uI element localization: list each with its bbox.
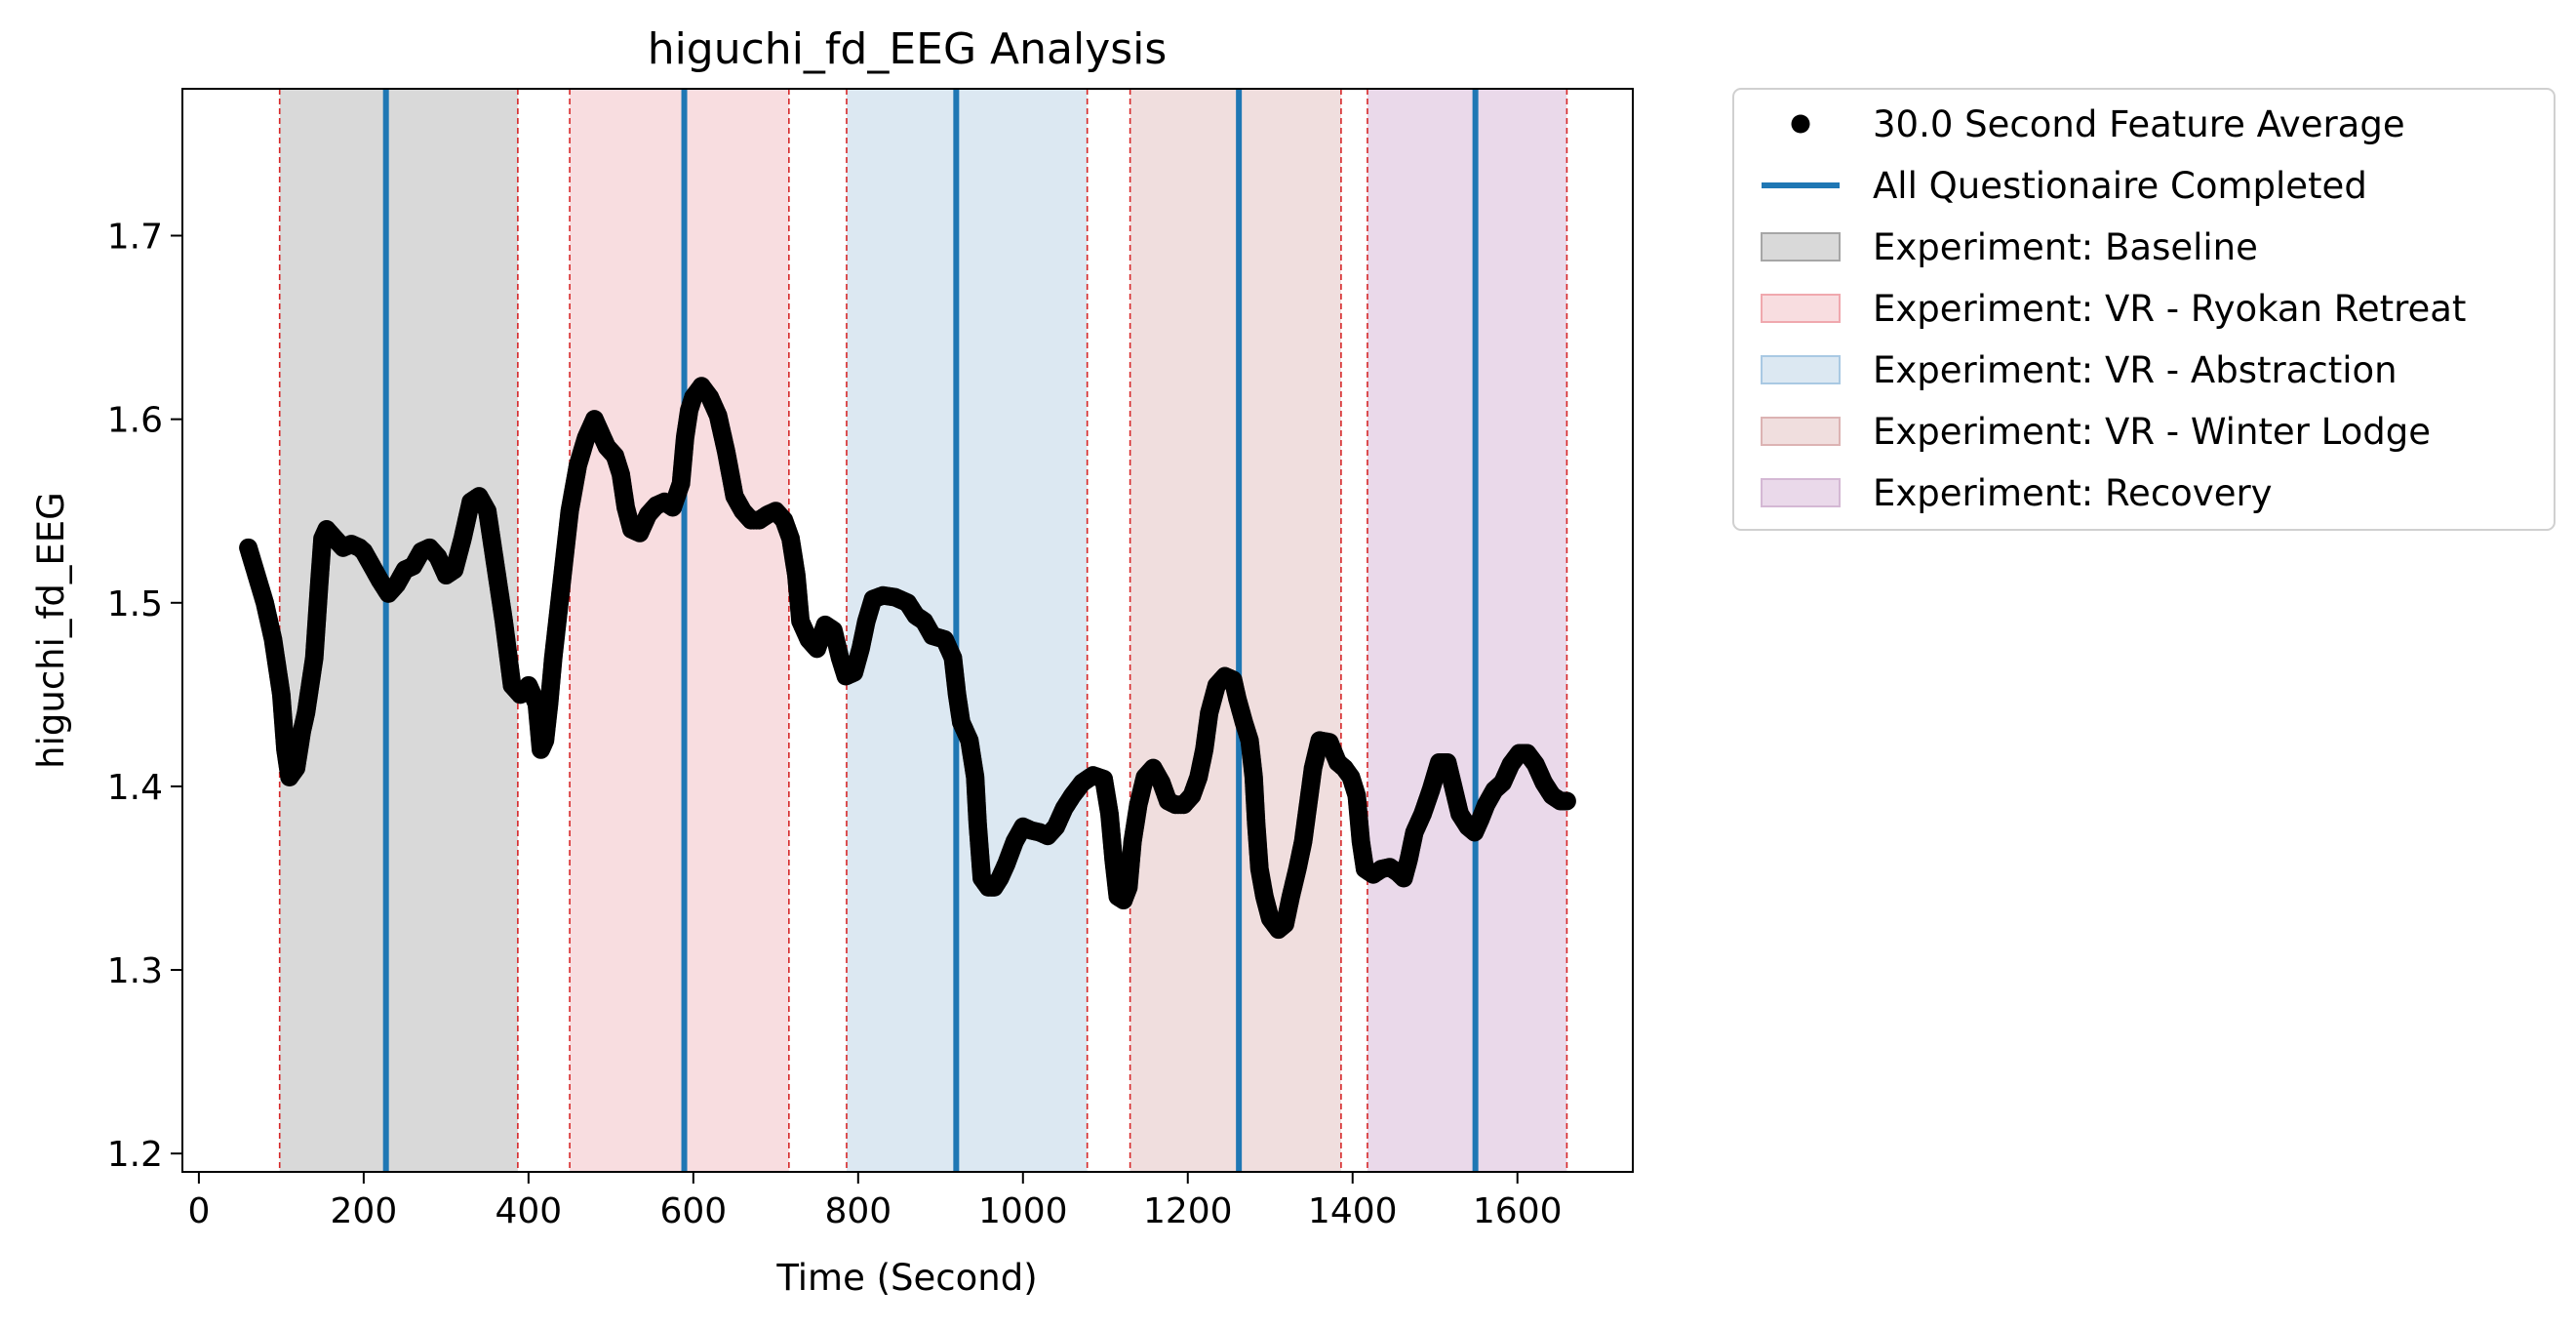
legend-marker-patch [1761,355,1841,384]
x-axis-ticks: 0 200 400 600 800 1000 1200 1400 1600 [187,1172,1563,1231]
y-tick-label-5: 1.7 [107,218,163,258]
legend-item-0: 30.0 Second Feature Average [1791,103,2405,145]
phase-boundary-lines [278,89,1568,1172]
legend-marker-patch [1761,294,1841,323]
plot-frame [181,88,1634,1173]
experiment-span-2 [846,89,1088,1172]
legend-item-6: Experiment: Recovery [1761,472,2273,514]
legend-label: Experiment: VR - Abstraction [1873,349,2398,391]
legend-item-1: All Questionaire Completed [1762,165,2367,207]
y-axis-ticks: 1.2 1.3 1.4 1.5 1.6 1.7 [107,218,182,1175]
legend-label: 30.0 Second Feature Average [1873,103,2405,145]
x-tick-label-8: 1600 [1473,1191,1563,1231]
x-tick-label-2: 400 [495,1191,562,1231]
questionnaire-lines [382,89,1479,1172]
legend-label: Experiment: VR - Winter Lodge [1873,411,2431,453]
legend-marker-point [1791,114,1810,134]
x-tick-label-6: 1200 [1143,1191,1233,1231]
legend-label: All Questionaire Completed [1873,165,2367,207]
data-point-189 [1557,791,1576,811]
plot-area [181,88,1634,1173]
legend-item-4: Experiment: VR - Abstraction [1761,349,2398,391]
legend-item-5: Experiment: VR - Winter Lodge [1761,411,2431,453]
x-axis-label: Time (Second) [775,1257,1037,1299]
y-axis-label: higuchi_fd_EEG [30,492,72,769]
chart-title: higuchi_fd_EEG Analysis [648,24,1168,74]
legend-marker-patch [1761,417,1841,446]
experiment-span-3 [1129,89,1341,1172]
y-tick-label-2: 1.4 [107,768,163,808]
legend-label: Experiment: VR - Ryokan Retreat [1873,288,2466,330]
legend-item-3: Experiment: VR - Ryokan Retreat [1761,288,2466,330]
data-points [239,377,1576,940]
y-tick-label-1: 1.3 [107,951,163,991]
legend-frame [1732,88,2556,531]
experiment-span-4 [1367,89,1567,1172]
legend-marker-patch [1761,478,1841,507]
x-tick-label-3: 600 [659,1191,727,1231]
y-tick-label-4: 1.6 [107,401,163,441]
legend-item-2: Experiment: Baseline [1761,226,2258,268]
x-tick-label-7: 1400 [1308,1191,1398,1231]
x-tick-label-1: 200 [331,1191,398,1231]
x-tick-label-0: 0 [187,1191,210,1231]
y-tick-label-3: 1.5 [107,584,163,624]
legend-label: Experiment: Baseline [1873,226,2258,268]
experiment-spans [279,89,1567,1172]
experiment-span-1 [570,89,789,1172]
legend: 30.0 Second Feature Average All Questiona… [1732,88,2556,531]
legend-marker-patch [1761,232,1841,262]
legend-label: Experiment: Recovery [1873,472,2273,514]
x-tick-label-4: 800 [824,1191,892,1231]
x-tick-label-5: 1000 [978,1191,1068,1231]
y-tick-label-0: 1.2 [107,1135,163,1175]
